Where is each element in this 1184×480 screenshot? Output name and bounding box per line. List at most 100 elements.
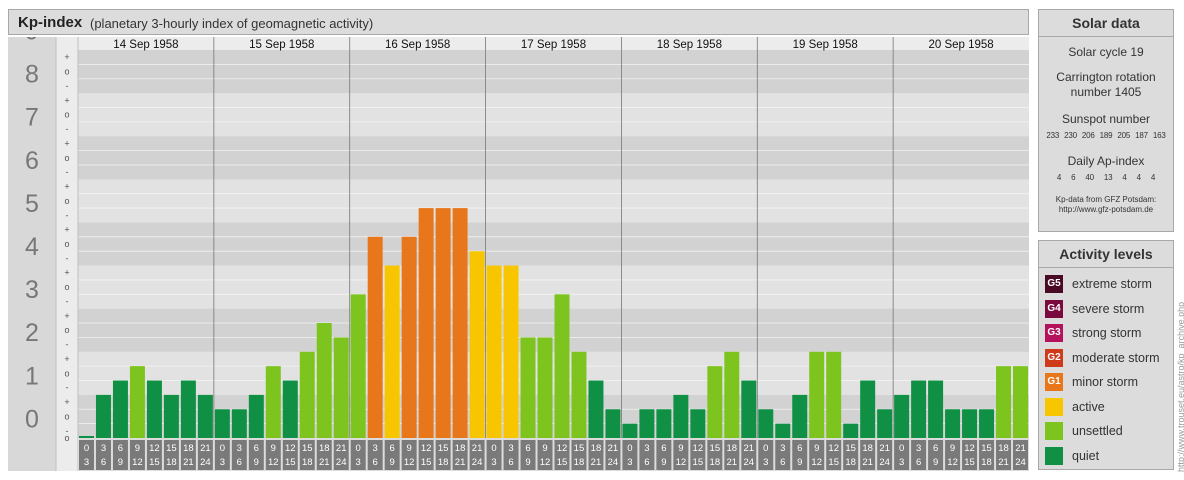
y-minor-tick-label: - bbox=[66, 124, 69, 134]
kp-bar-2 bbox=[112, 380, 128, 438]
x-interval-end: 24 bbox=[608, 457, 619, 468]
kp-bar-16 bbox=[350, 294, 366, 438]
chart-subtitle: (planetary 3-hourly index of geomagnetic… bbox=[90, 16, 374, 31]
kp-band-2 bbox=[78, 308, 1029, 352]
kp-bar-10 bbox=[248, 394, 264, 438]
x-interval-end: 9 bbox=[118, 457, 123, 468]
day-label-6: 20 Sep 1958 bbox=[928, 39, 993, 51]
x-interval-box bbox=[333, 440, 349, 470]
x-interval-start: 18 bbox=[862, 443, 873, 454]
x-interval-end: 24 bbox=[472, 457, 483, 468]
x-interval-box bbox=[520, 440, 536, 470]
x-interval-start: 15 bbox=[574, 443, 585, 454]
activity-level-swatch bbox=[1045, 422, 1063, 440]
y-axis-major-column bbox=[8, 37, 56, 471]
x-interval-start: 6 bbox=[661, 443, 666, 454]
x-interval-end: 15 bbox=[149, 457, 160, 468]
kp-bar-11 bbox=[265, 366, 281, 438]
x-interval-box bbox=[758, 440, 774, 470]
x-interval-start: 15 bbox=[166, 443, 177, 454]
x-interval-start: 3 bbox=[780, 443, 785, 454]
x-interval-start: 6 bbox=[118, 443, 123, 454]
x-interval-start: 12 bbox=[421, 443, 432, 454]
y-minor-tick-label: + bbox=[64, 225, 69, 235]
y-minor-tick-label: - bbox=[66, 383, 69, 393]
x-interval-box bbox=[486, 440, 502, 470]
kp-bar-47 bbox=[877, 409, 893, 438]
x-interval-end: 6 bbox=[644, 457, 649, 468]
x-interval-start: 0 bbox=[356, 443, 361, 454]
kp-bar-31 bbox=[605, 409, 621, 438]
ap-value-0: 4 bbox=[1056, 173, 1062, 182]
x-interval-end: 12 bbox=[268, 457, 279, 468]
data-credit-line-1: Kp-data from GFZ Potsdam: bbox=[1055, 195, 1157, 204]
x-interval-end: 6 bbox=[237, 457, 242, 468]
x-interval-box bbox=[282, 440, 298, 470]
x-interval-end: 24 bbox=[744, 457, 755, 468]
kp-bar-23 bbox=[469, 251, 485, 438]
x-interval-start: 9 bbox=[542, 443, 547, 454]
kp-bar-45 bbox=[843, 423, 859, 438]
x-interval-start: 12 bbox=[285, 443, 296, 454]
x-interval-box bbox=[401, 440, 417, 470]
y-minor-tick-label: - bbox=[66, 296, 69, 306]
y-minor-tick-label: - bbox=[66, 167, 69, 177]
y-tick-label-6: 6 bbox=[25, 147, 39, 175]
x-interval-start: 3 bbox=[916, 443, 921, 454]
x-interval-box bbox=[673, 440, 689, 470]
x-interval-end: 18 bbox=[438, 457, 449, 468]
x-interval-end: 3 bbox=[763, 457, 768, 468]
y-minor-tick-label: o bbox=[64, 411, 69, 421]
x-interval-box bbox=[79, 440, 94, 470]
x-interval-end: 6 bbox=[373, 457, 378, 468]
kp-bar-53 bbox=[979, 409, 995, 438]
kp-bar-13 bbox=[299, 351, 315, 438]
x-interval-box bbox=[775, 440, 791, 470]
kp-bar-38 bbox=[724, 351, 740, 438]
x-interval-end: 21 bbox=[183, 457, 194, 468]
kp-bar-15 bbox=[333, 337, 349, 438]
activity-level-swatch bbox=[1045, 446, 1063, 465]
kp-bar-43 bbox=[809, 351, 825, 438]
kp-bar-30 bbox=[588, 380, 604, 438]
x-interval-start: 12 bbox=[964, 443, 975, 454]
activity-levels-panel: Activity levels G5 extreme storm G4 severe … bbox=[1038, 240, 1174, 470]
activity-level-label: unsettled bbox=[1072, 424, 1123, 438]
carrington-line-1: Carrington rotation bbox=[1056, 70, 1156, 84]
x-interval-end: 12 bbox=[676, 457, 687, 468]
activity-level-moderate-storm: G2 moderate storm bbox=[1045, 348, 1160, 367]
kp-bar-18 bbox=[384, 265, 400, 438]
x-interval-box bbox=[843, 440, 859, 470]
x-interval-start: 21 bbox=[608, 443, 619, 454]
x-interval-box bbox=[384, 440, 400, 470]
y-minor-tick-label: o bbox=[64, 67, 69, 77]
y-tick-label-1: 1 bbox=[25, 362, 39, 390]
kp-bar-0 bbox=[79, 436, 94, 438]
x-interval-box bbox=[588, 440, 604, 470]
x-interval-box bbox=[809, 440, 825, 470]
x-interval-end: 12 bbox=[811, 457, 822, 468]
sunspot-value-6: 163 bbox=[1152, 131, 1166, 140]
x-interval-end: 15 bbox=[557, 457, 568, 468]
kp-bar-46 bbox=[860, 380, 876, 438]
ap-value-6: 4 bbox=[1150, 173, 1156, 182]
activity-level-label: quiet bbox=[1072, 448, 1100, 463]
kp-bar-6 bbox=[180, 380, 196, 438]
kp-bar-22 bbox=[452, 208, 468, 438]
y-minor-tick-label: + bbox=[64, 354, 69, 364]
x-interval-start: 0 bbox=[627, 443, 632, 454]
kp-bar-50 bbox=[928, 380, 944, 438]
x-interval-box bbox=[95, 440, 111, 470]
x-interval-end: 18 bbox=[574, 457, 585, 468]
kp-bar-55 bbox=[1013, 366, 1028, 438]
y-minor-tick-label: + bbox=[64, 138, 69, 148]
x-interval-box bbox=[163, 440, 179, 470]
kp-bar-21 bbox=[435, 208, 451, 438]
y-minor-tick-label: - bbox=[66, 253, 69, 263]
x-interval-end: 9 bbox=[254, 457, 259, 468]
activity-level-quiet: quiet bbox=[1045, 446, 1100, 465]
activity-level-label: strong storm bbox=[1072, 326, 1142, 340]
sunspot-value-0: 233 bbox=[1046, 131, 1060, 140]
activity-level-swatch: G4 bbox=[1045, 299, 1063, 318]
x-interval-end: 3 bbox=[220, 457, 225, 468]
